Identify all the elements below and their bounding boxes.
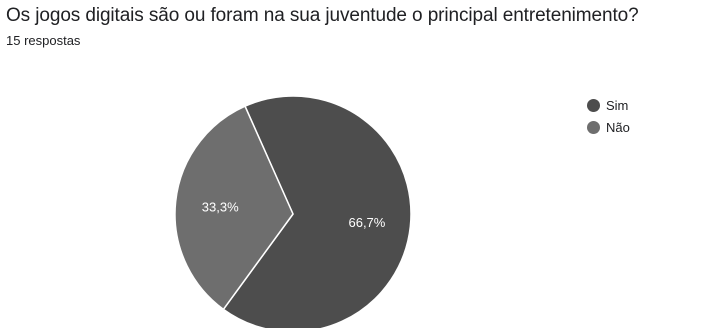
slice-nao[interactable] <box>174 105 294 311</box>
legend-swatch-nao <box>587 120 600 134</box>
slice-nao-label: 33,3% <box>202 199 239 214</box>
response-count: 15 respostas <box>6 33 81 48</box>
legend-item-sim[interactable]: Sim <box>587 94 630 116</box>
legend-label-nao: Não <box>606 119 630 135</box>
legend: Sim Não <box>587 94 630 138</box>
legend-swatch-sim <box>587 98 600 112</box>
chart-title: Os jogos digitais são ou foram na sua ju… <box>6 5 639 26</box>
legend-label-sim: Sim <box>606 97 629 113</box>
legend-item-nao[interactable]: Não <box>587 116 630 138</box>
slice-sim-label: 66,7% <box>348 215 385 230</box>
slice-sim[interactable] <box>222 95 412 328</box>
